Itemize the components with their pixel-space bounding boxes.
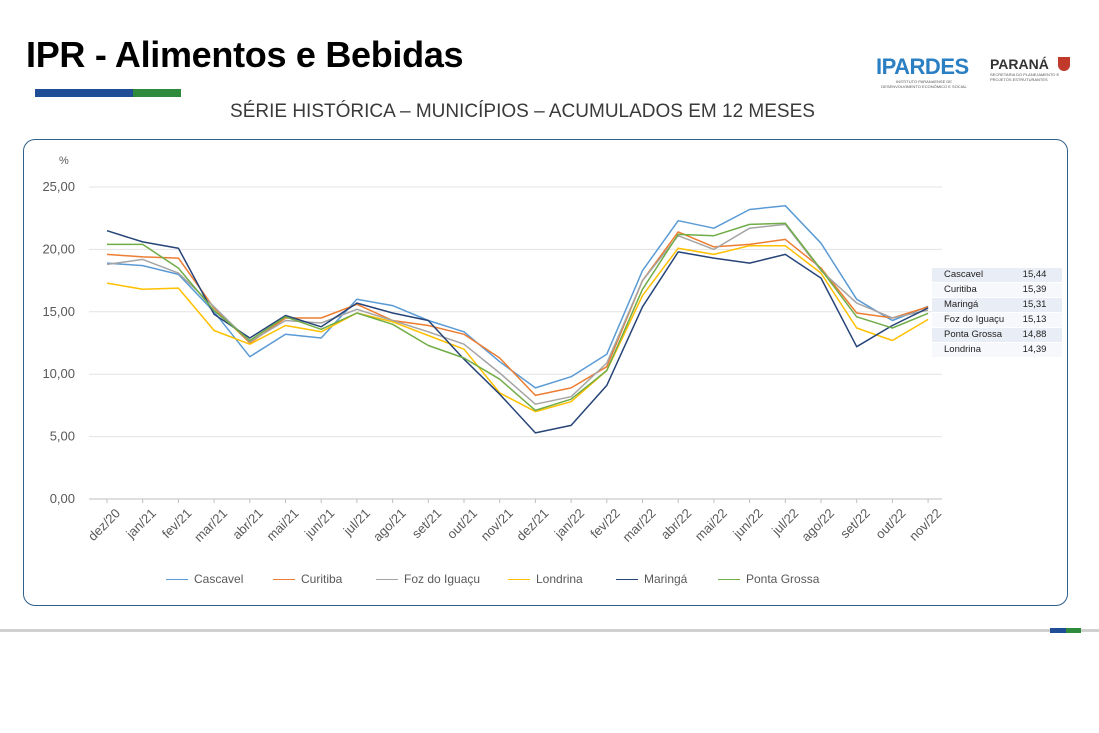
legend-label: Ponta Grossa <box>746 572 820 586</box>
table-cell-name: Cascavel <box>944 269 984 280</box>
table-cell-value: 15,13 <box>1022 314 1047 325</box>
legend-label: Londrina <box>536 572 583 586</box>
x-tick-label: set/22 <box>837 506 873 542</box>
x-tick-label: jul/21 <box>340 506 373 539</box>
table-row: Ponta Grossa 14,88 <box>932 328 1062 343</box>
legend-swatch <box>273 579 295 581</box>
x-tick-label: out/21 <box>444 506 480 542</box>
table-cell-value: 15,39 <box>1022 284 1047 295</box>
parana-shield-icon <box>1058 57 1070 71</box>
table-row: Maringá 15,31 <box>932 298 1062 313</box>
table-row: Foz do Iguaçu 15,13 <box>932 313 1062 328</box>
legend-swatch <box>508 579 530 581</box>
x-tick-label: dez/20 <box>85 506 123 544</box>
legend-label: Foz do Iguaçu <box>404 572 481 586</box>
x-tick-label: jun/21 <box>301 506 337 542</box>
table-cell-name: Foz do Iguaçu <box>944 314 1005 325</box>
x-tick-label: dez/21 <box>513 506 551 544</box>
chart-gridlines <box>89 186 942 500</box>
legend-swatch <box>376 579 398 581</box>
x-tick-label: abr/22 <box>658 506 695 543</box>
x-tick-label: mai/21 <box>263 506 301 544</box>
table-row: Curitiba 15,39 <box>932 283 1062 298</box>
y-tick-label: 0,00 <box>50 491 75 506</box>
legend-swatch <box>718 579 740 581</box>
series-line-maring- <box>106 229 929 434</box>
x-tick-label: mai/22 <box>692 506 730 544</box>
x-tick-label: nov/22 <box>906 506 944 544</box>
x-tick-label: nov/21 <box>478 506 516 544</box>
x-tick-label: mar/22 <box>619 506 658 545</box>
table-cell-value: 15,31 <box>1022 299 1047 310</box>
legend-label: Curitiba <box>301 572 343 586</box>
y-tick-label: 15,00 <box>42 304 75 319</box>
series-line-cascavel <box>106 204 929 389</box>
footer-divider <box>0 629 1099 632</box>
legend-item: Maringá <box>616 572 687 586</box>
legend-item: Foz do Iguaçu <box>376 572 480 586</box>
table-cell-value: 15,44 <box>1022 269 1047 280</box>
x-tick-label: set/21 <box>409 506 445 542</box>
x-tick-label: ago/22 <box>798 506 837 545</box>
table-cell-name: Curitiba <box>944 284 977 295</box>
series-line-londrina <box>106 244 929 413</box>
table-cell-name: Ponta Grossa <box>944 329 1003 340</box>
ipardes-logo-text: IPARDES <box>876 54 969 79</box>
series-line-ponta-grossa <box>107 222 929 412</box>
x-tick-label: out/22 <box>872 506 908 542</box>
table-row: Cascavel 15,44 <box>932 268 1062 283</box>
parana-logo-text: PARANÁ <box>990 56 1049 72</box>
ipardes-logo: IPARDES INSTITUTO PARANAENSE DE DESENVOL… <box>876 54 972 90</box>
y-tick-label: 20,00 <box>42 241 75 256</box>
footer-accent-green <box>1066 628 1081 633</box>
table-cell-value: 14,39 <box>1022 344 1047 355</box>
table-row: Londrina 14,39 <box>932 343 1062 358</box>
x-tick-label: jan/22 <box>551 506 587 542</box>
x-tick-label: fev/21 <box>159 506 195 542</box>
x-tick-label: jan/21 <box>122 506 158 542</box>
y-tick-label: 25,00 <box>42 179 75 194</box>
x-tick-label: jun/22 <box>729 506 765 542</box>
chart-frame <box>23 139 1068 606</box>
legend-item: Curitiba <box>273 572 342 586</box>
legend-item: Cascavel <box>166 572 243 586</box>
y-tick-label: 10,00 <box>42 366 75 381</box>
table-cell-value: 14,88 <box>1022 329 1047 340</box>
x-tick-label: fev/22 <box>587 506 623 542</box>
page-title: IPR - Alimentos e Bebidas <box>26 34 464 75</box>
legend-swatch <box>166 579 188 581</box>
y-axis-label: % <box>59 155 69 167</box>
series-line-curitiba <box>106 231 929 397</box>
x-tick-label: ago/21 <box>370 506 409 545</box>
legend-item: Ponta Grossa <box>718 572 819 586</box>
latest-values-table: Cascavel 15,44 Curitiba 15,39 Maringá 15,31 Fo… <box>932 268 1062 358</box>
table-cell-name: Maringá <box>944 299 979 310</box>
footer-accent-blue <box>1050 628 1066 633</box>
title-accent-bar-blue <box>35 89 133 97</box>
legend-item: Londrina <box>508 572 583 586</box>
parana-logo-subtext: SECRETARIA DO PLANEJAMENTO E PROJETOS ES… <box>990 72 1060 82</box>
parana-logo: PARANÁ SECRETARIA DO PLANEJAMENTO E PROJ… <box>990 56 1072 82</box>
x-tick-label: mar/21 <box>191 506 230 545</box>
legend-label: Maringá <box>644 572 688 586</box>
x-tick-label: abr/21 <box>229 506 266 543</box>
x-tick-label: jul/22 <box>768 506 801 539</box>
legend-swatch <box>616 579 638 581</box>
chart-series <box>106 204 929 434</box>
chart-subtitle: SÉRIE HISTÓRICA – MUNICÍPIOS – ACUMULADO… <box>230 101 815 122</box>
table-cell-name: Londrina <box>944 344 981 355</box>
y-axis-ticks: 0,00 5,00 10,00 15,00 20,00 25,00 <box>42 179 75 506</box>
title-accent-bar-green <box>133 89 181 97</box>
ipardes-logo-subtext: INSTITUTO PARANAENSE DE DESENVOLVIMENTO … <box>881 79 967 89</box>
legend-label: Cascavel <box>194 572 244 586</box>
y-tick-label: 5,00 <box>50 429 75 444</box>
